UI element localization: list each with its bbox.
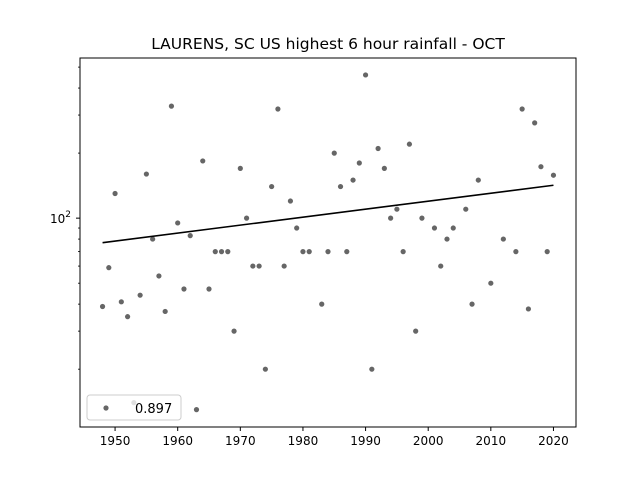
y-tick-base: 10 bbox=[50, 212, 65, 226]
data-point bbox=[162, 308, 168, 315]
data-point bbox=[438, 263, 444, 269]
data-point bbox=[250, 263, 256, 269]
data-point bbox=[362, 72, 369, 78]
chart-title: LAURENS, SC US highest 6 hour rainfall -… bbox=[151, 35, 505, 53]
data-point bbox=[168, 103, 175, 109]
data-point bbox=[112, 190, 118, 197]
data-point bbox=[118, 299, 124, 305]
data-point bbox=[106, 265, 112, 271]
data-point bbox=[369, 366, 375, 372]
data-point bbox=[356, 160, 362, 166]
legend-label: 0.897 bbox=[135, 402, 172, 417]
data-point bbox=[344, 249, 350, 255]
plot-frame bbox=[79, 57, 577, 428]
data-point bbox=[400, 249, 406, 255]
y-tick-label: 102 bbox=[50, 210, 71, 226]
data-point bbox=[544, 249, 550, 255]
data-point bbox=[243, 215, 250, 221]
data-point bbox=[256, 263, 262, 269]
data-point bbox=[156, 273, 162, 279]
data-point bbox=[488, 280, 494, 286]
trend-line bbox=[102, 184, 554, 244]
legend-box bbox=[86, 394, 182, 421]
data-point bbox=[469, 301, 475, 307]
data-point bbox=[150, 236, 156, 242]
x-tick-label: 1960 bbox=[162, 434, 193, 448]
data-point bbox=[513, 249, 519, 255]
data-point bbox=[525, 306, 532, 312]
legend: 0.897 bbox=[86, 394, 182, 421]
data-point bbox=[281, 263, 287, 269]
data-point bbox=[137, 292, 143, 298]
data-point bbox=[331, 150, 337, 156]
data-point bbox=[519, 106, 525, 112]
data-point bbox=[143, 171, 149, 177]
data-point bbox=[463, 206, 469, 212]
data-point bbox=[300, 249, 306, 255]
x-tick-label: 2000 bbox=[413, 434, 444, 448]
data-point bbox=[444, 236, 450, 242]
data-point bbox=[394, 206, 400, 212]
data-point bbox=[550, 172, 557, 178]
x-tick-label: 2010 bbox=[476, 434, 507, 448]
data-point bbox=[388, 215, 394, 221]
data-point bbox=[375, 145, 381, 152]
data-point bbox=[200, 158, 206, 164]
axis-ticks: 1950 1960 1970 1980 1990 2000 2010 2020 102 bbox=[50, 66, 569, 448]
data-point bbox=[413, 328, 419, 334]
data-point bbox=[269, 183, 275, 190]
data-point bbox=[532, 120, 538, 126]
data-point bbox=[99, 303, 106, 310]
data-point bbox=[500, 236, 506, 242]
data-point bbox=[287, 198, 294, 204]
data-point bbox=[175, 220, 181, 226]
data-point bbox=[431, 225, 438, 231]
data-points bbox=[99, 72, 557, 413]
data-point bbox=[231, 328, 237, 334]
data-point bbox=[262, 366, 268, 372]
data-point bbox=[212, 249, 218, 255]
x-tick-label: 1990 bbox=[350, 434, 381, 448]
data-point bbox=[337, 183, 344, 190]
legend-marker bbox=[103, 405, 109, 411]
data-point bbox=[325, 249, 331, 255]
data-point bbox=[275, 106, 281, 112]
data-point bbox=[406, 141, 413, 147]
data-point bbox=[225, 249, 231, 255]
data-point bbox=[306, 249, 312, 255]
data-point bbox=[381, 165, 387, 171]
x-tick-label: 1970 bbox=[225, 434, 256, 448]
data-point bbox=[419, 215, 425, 221]
data-point bbox=[206, 286, 212, 292]
data-point bbox=[218, 249, 225, 255]
data-point bbox=[187, 233, 193, 239]
data-point bbox=[350, 177, 356, 183]
data-point bbox=[294, 225, 300, 231]
data-point bbox=[124, 314, 131, 320]
data-point bbox=[450, 225, 456, 231]
x-tick-label: 2020 bbox=[538, 434, 569, 448]
x-tick-label: 1950 bbox=[100, 434, 131, 448]
x-tick-label: 1980 bbox=[288, 434, 319, 448]
y-tick-exponent: 2 bbox=[65, 210, 71, 220]
data-point bbox=[181, 286, 187, 292]
data-point bbox=[193, 407, 200, 413]
data-point bbox=[319, 301, 325, 307]
data-point bbox=[237, 165, 243, 171]
data-point bbox=[538, 164, 544, 170]
data-point bbox=[475, 177, 481, 183]
trend-line-group bbox=[102, 184, 554, 244]
